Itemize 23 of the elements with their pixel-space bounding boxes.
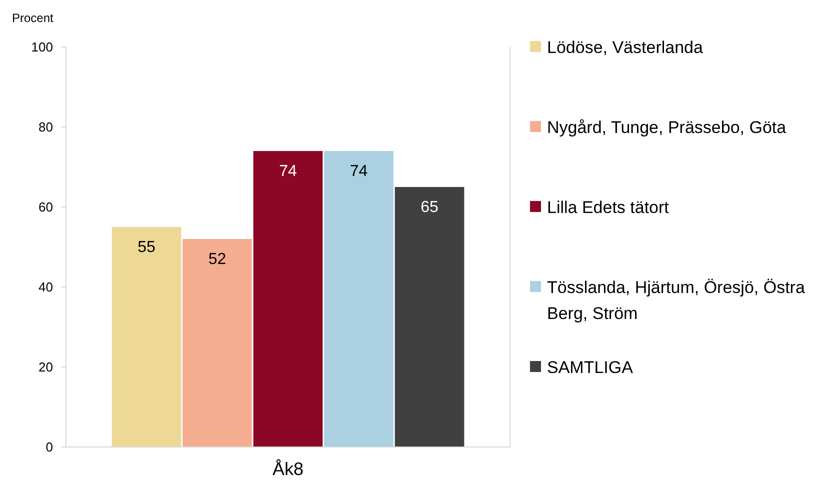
legend-label: SAMTLIGA [547, 358, 634, 377]
y-tick-label: 40 [38, 280, 53, 295]
data-label: 55 [138, 239, 156, 256]
bar [324, 151, 394, 447]
legend-label: Nygård, Tunge, Prässebo, Göta [547, 118, 787, 137]
bar [394, 187, 464, 447]
x-tick-label: Åk8 [272, 459, 304, 479]
y-tick-label: 60 [38, 200, 53, 215]
y-tick-label: 0 [46, 440, 53, 455]
data-label: 74 [279, 163, 297, 180]
bar [182, 239, 252, 447]
legend-label: Lödöse, Västerlanda [547, 38, 704, 57]
y-tick-label: 80 [38, 120, 53, 135]
legend-label: Lilla Edets tätort [547, 198, 670, 217]
bar [253, 151, 323, 447]
bar [112, 227, 182, 447]
y-axis-title: Procent [12, 11, 54, 25]
data-label: 65 [420, 199, 439, 216]
data-label: 74 [350, 163, 368, 180]
legend-label: Tösslanda, Hjärtum, Öresjö, Östra Berg, Ström [547, 278, 806, 323]
y-tick-label: 20 [38, 360, 53, 375]
data-label: 52 [208, 251, 226, 268]
y-tick-label: 100 [31, 40, 53, 55]
